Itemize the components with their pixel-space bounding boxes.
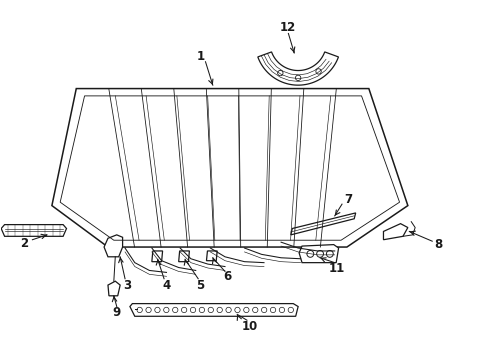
Text: 6: 6 [223, 270, 231, 283]
Text: 8: 8 [433, 238, 442, 251]
Polygon shape [383, 224, 407, 240]
Polygon shape [299, 244, 338, 263]
Text: 2: 2 [20, 237, 28, 249]
Text: 1: 1 [196, 50, 204, 63]
Polygon shape [206, 251, 217, 261]
Polygon shape [52, 89, 407, 247]
Text: 11: 11 [328, 262, 345, 275]
Text: 4: 4 [162, 279, 170, 292]
Text: 10: 10 [241, 320, 257, 333]
Polygon shape [104, 235, 122, 257]
Text: 12: 12 [279, 21, 295, 34]
Text: 7: 7 [343, 193, 351, 206]
Polygon shape [257, 52, 338, 85]
Text: 5: 5 [196, 279, 204, 292]
Polygon shape [130, 303, 298, 316]
Polygon shape [108, 281, 120, 296]
Text: 3: 3 [123, 279, 131, 292]
Polygon shape [152, 251, 162, 262]
Polygon shape [290, 213, 355, 235]
Text: 9: 9 [112, 306, 121, 319]
Polygon shape [1, 225, 66, 236]
Polygon shape [178, 251, 189, 262]
